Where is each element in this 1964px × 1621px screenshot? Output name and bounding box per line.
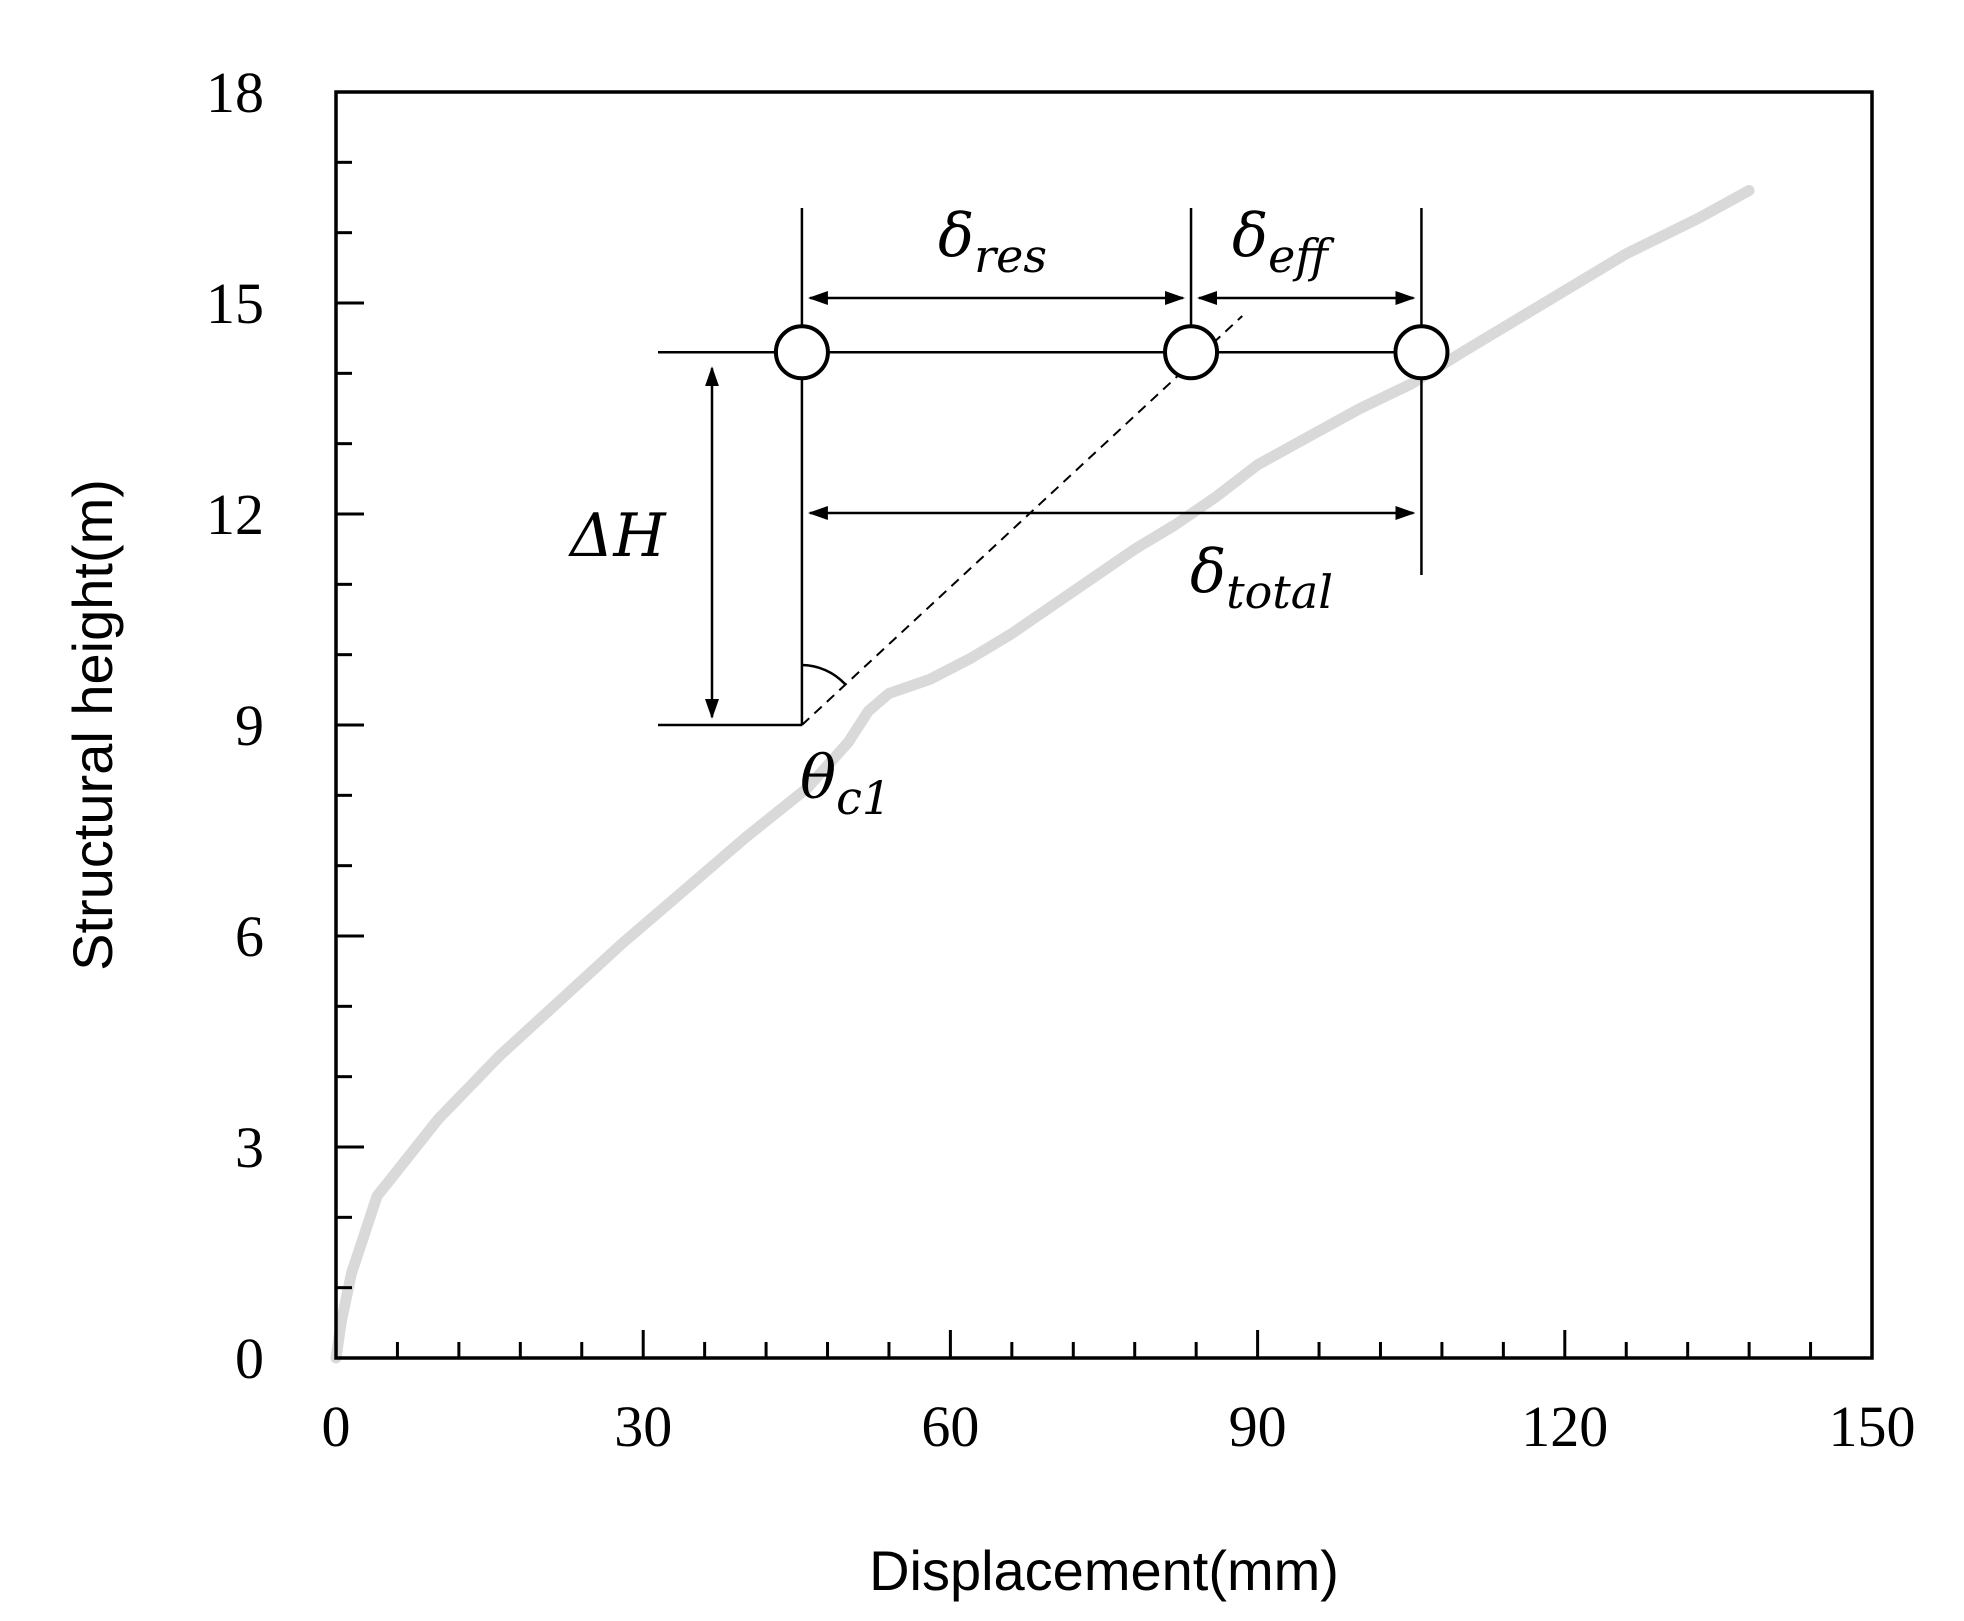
- axis-tick-labels: 0 30 60 90 120 150 0 3 6 9 12 15 18: [206, 60, 1916, 1459]
- marker-total: [1393, 324, 1450, 381]
- annotation-layer: ΔH δres δeff δtotal θc1: [568, 201, 1450, 825]
- x-axis-title: Displacement(mm): [869, 1539, 1339, 1602]
- delta-h-label: ΔH: [568, 501, 667, 571]
- y-tick-label: 18: [206, 60, 264, 125]
- x-tick-label: 0: [322, 1394, 351, 1459]
- x-tick-label: 150: [1829, 1394, 1916, 1459]
- delta-total-label-subscript: total: [1226, 565, 1333, 619]
- marker-res: [1163, 324, 1220, 381]
- delta-eff-label-subscript: eff: [1268, 229, 1335, 283]
- theta-label: θc1: [800, 743, 891, 825]
- reference-dashed-line: [801, 315, 1243, 726]
- y-tick-label: 3: [235, 1115, 264, 1180]
- delta-res-label: δres: [938, 201, 1047, 283]
- delta-res-label-subscript: res: [974, 229, 1047, 283]
- theta-label-subscript: c1: [836, 771, 891, 825]
- y-axis-title: Structural height(m): [61, 479, 124, 971]
- x-tick-label: 30: [614, 1394, 672, 1459]
- theta-angle-arc: [801, 663, 846, 685]
- x-tick-label: 120: [1521, 1394, 1608, 1459]
- axis-ticks: [336, 160, 1813, 1358]
- delta-total-label: δtotal: [1190, 537, 1333, 619]
- y-tick-label: 0: [235, 1326, 264, 1391]
- data-series-layer: [330, 185, 1755, 1364]
- x-tick-label: 90: [1229, 1394, 1287, 1459]
- plot-frame: [334, 90, 1874, 1360]
- y-tick-label: 6: [235, 904, 264, 969]
- y-tick-label: 15: [206, 271, 264, 336]
- x-tick-label: 60: [921, 1394, 979, 1459]
- series-line-0: [330, 185, 1755, 1364]
- delta-eff-label: δeff: [1232, 201, 1335, 283]
- y-tick-label: 12: [206, 482, 264, 547]
- marker-base: [773, 324, 830, 381]
- y-tick-label: 9: [235, 693, 264, 758]
